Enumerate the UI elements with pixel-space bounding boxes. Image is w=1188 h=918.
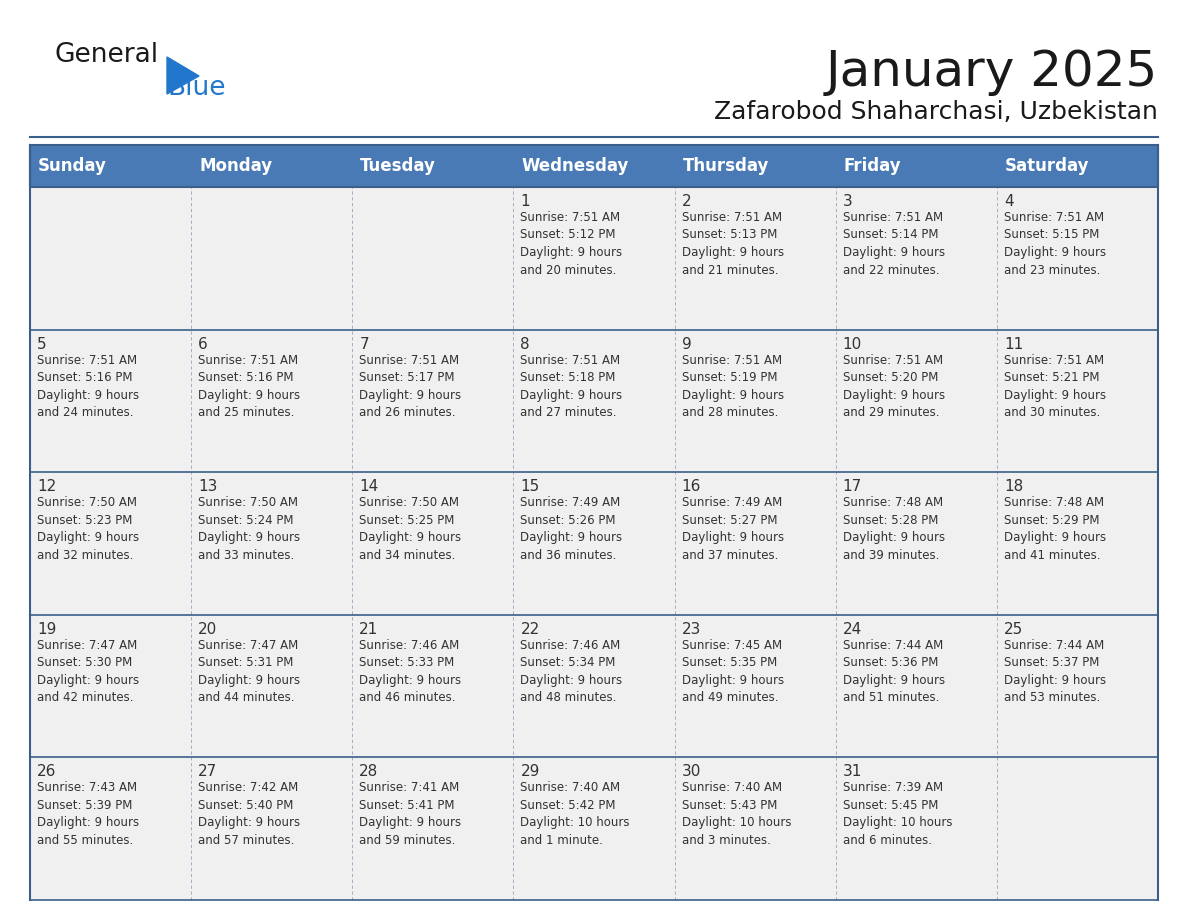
Text: Sunrise: 7:51 AM
Sunset: 5:17 PM
Daylight: 9 hours
and 26 minutes.: Sunrise: 7:51 AM Sunset: 5:17 PM Dayligh… <box>359 353 461 420</box>
Text: 1: 1 <box>520 194 530 209</box>
Bar <box>30 145 1158 187</box>
Text: 9: 9 <box>682 337 691 352</box>
Bar <box>30 472 1158 615</box>
Text: Sunrise: 7:47 AM
Sunset: 5:30 PM
Daylight: 9 hours
and 42 minutes.: Sunrise: 7:47 AM Sunset: 5:30 PM Dayligh… <box>37 639 139 704</box>
Text: Sunrise: 7:49 AM
Sunset: 5:27 PM
Daylight: 9 hours
and 37 minutes.: Sunrise: 7:49 AM Sunset: 5:27 PM Dayligh… <box>682 497 784 562</box>
Text: 18: 18 <box>1004 479 1023 494</box>
Text: Wednesday: Wednesday <box>522 157 628 175</box>
Text: Sunrise: 7:44 AM
Sunset: 5:37 PM
Daylight: 9 hours
and 53 minutes.: Sunrise: 7:44 AM Sunset: 5:37 PM Dayligh… <box>1004 639 1106 704</box>
Text: 3: 3 <box>842 194 853 209</box>
Text: Sunrise: 7:51 AM
Sunset: 5:18 PM
Daylight: 9 hours
and 27 minutes.: Sunrise: 7:51 AM Sunset: 5:18 PM Dayligh… <box>520 353 623 420</box>
Text: Sunrise: 7:51 AM
Sunset: 5:16 PM
Daylight: 9 hours
and 24 minutes.: Sunrise: 7:51 AM Sunset: 5:16 PM Dayligh… <box>37 353 139 420</box>
Text: 21: 21 <box>359 621 379 637</box>
Text: 2: 2 <box>682 194 691 209</box>
Text: Monday: Monday <box>200 157 272 175</box>
Polygon shape <box>168 57 200 94</box>
Text: 8: 8 <box>520 337 530 352</box>
Text: Sunrise: 7:45 AM
Sunset: 5:35 PM
Daylight: 9 hours
and 49 minutes.: Sunrise: 7:45 AM Sunset: 5:35 PM Dayligh… <box>682 639 784 704</box>
Text: Thursday: Thursday <box>683 157 769 175</box>
Text: 29: 29 <box>520 765 539 779</box>
Text: 17: 17 <box>842 479 862 494</box>
Text: Sunrise: 7:48 AM
Sunset: 5:28 PM
Daylight: 9 hours
and 39 minutes.: Sunrise: 7:48 AM Sunset: 5:28 PM Dayligh… <box>842 497 944 562</box>
Text: Sunrise: 7:50 AM
Sunset: 5:25 PM
Daylight: 9 hours
and 34 minutes.: Sunrise: 7:50 AM Sunset: 5:25 PM Dayligh… <box>359 497 461 562</box>
Text: 22: 22 <box>520 621 539 637</box>
Bar <box>30 757 1158 900</box>
Text: 19: 19 <box>37 621 56 637</box>
Text: 28: 28 <box>359 765 379 779</box>
Text: 26: 26 <box>37 765 56 779</box>
Text: 7: 7 <box>359 337 369 352</box>
Text: Tuesday: Tuesday <box>360 157 436 175</box>
Text: 31: 31 <box>842 765 862 779</box>
Text: Sunday: Sunday <box>38 157 107 175</box>
Text: Sunrise: 7:41 AM
Sunset: 5:41 PM
Daylight: 9 hours
and 59 minutes.: Sunrise: 7:41 AM Sunset: 5:41 PM Dayligh… <box>359 781 461 847</box>
Text: Sunrise: 7:42 AM
Sunset: 5:40 PM
Daylight: 9 hours
and 57 minutes.: Sunrise: 7:42 AM Sunset: 5:40 PM Dayligh… <box>198 781 301 847</box>
Text: 12: 12 <box>37 479 56 494</box>
Text: 5: 5 <box>37 337 46 352</box>
Text: January 2025: January 2025 <box>826 48 1158 96</box>
Text: Sunrise: 7:51 AM
Sunset: 5:12 PM
Daylight: 9 hours
and 20 minutes.: Sunrise: 7:51 AM Sunset: 5:12 PM Dayligh… <box>520 211 623 276</box>
Text: Sunrise: 7:40 AM
Sunset: 5:43 PM
Daylight: 10 hours
and 3 minutes.: Sunrise: 7:40 AM Sunset: 5:43 PM Dayligh… <box>682 781 791 847</box>
Text: Sunrise: 7:51 AM
Sunset: 5:14 PM
Daylight: 9 hours
and 22 minutes.: Sunrise: 7:51 AM Sunset: 5:14 PM Dayligh… <box>842 211 944 276</box>
Text: 10: 10 <box>842 337 862 352</box>
Text: Sunrise: 7:46 AM
Sunset: 5:33 PM
Daylight: 9 hours
and 46 minutes.: Sunrise: 7:46 AM Sunset: 5:33 PM Dayligh… <box>359 639 461 704</box>
Bar <box>30 187 1158 330</box>
Text: General: General <box>55 42 159 68</box>
Text: Sunrise: 7:50 AM
Sunset: 5:24 PM
Daylight: 9 hours
and 33 minutes.: Sunrise: 7:50 AM Sunset: 5:24 PM Dayligh… <box>198 497 301 562</box>
Text: 25: 25 <box>1004 621 1023 637</box>
Text: 24: 24 <box>842 621 862 637</box>
Text: 16: 16 <box>682 479 701 494</box>
Text: 13: 13 <box>198 479 217 494</box>
Text: Sunrise: 7:44 AM
Sunset: 5:36 PM
Daylight: 9 hours
and 51 minutes.: Sunrise: 7:44 AM Sunset: 5:36 PM Dayligh… <box>842 639 944 704</box>
Text: 23: 23 <box>682 621 701 637</box>
Text: Sunrise: 7:51 AM
Sunset: 5:16 PM
Daylight: 9 hours
and 25 minutes.: Sunrise: 7:51 AM Sunset: 5:16 PM Dayligh… <box>198 353 301 420</box>
Text: Zafarobod Shaharchasi, Uzbekistan: Zafarobod Shaharchasi, Uzbekistan <box>714 100 1158 124</box>
Text: Blue: Blue <box>168 75 226 101</box>
Text: Saturday: Saturday <box>1005 157 1089 175</box>
Bar <box>30 615 1158 757</box>
Text: Sunrise: 7:40 AM
Sunset: 5:42 PM
Daylight: 10 hours
and 1 minute.: Sunrise: 7:40 AM Sunset: 5:42 PM Dayligh… <box>520 781 630 847</box>
Text: 30: 30 <box>682 765 701 779</box>
Text: 4: 4 <box>1004 194 1013 209</box>
Text: Sunrise: 7:49 AM
Sunset: 5:26 PM
Daylight: 9 hours
and 36 minutes.: Sunrise: 7:49 AM Sunset: 5:26 PM Dayligh… <box>520 497 623 562</box>
Text: 27: 27 <box>198 765 217 779</box>
Text: Sunrise: 7:50 AM
Sunset: 5:23 PM
Daylight: 9 hours
and 32 minutes.: Sunrise: 7:50 AM Sunset: 5:23 PM Dayligh… <box>37 497 139 562</box>
Text: Sunrise: 7:48 AM
Sunset: 5:29 PM
Daylight: 9 hours
and 41 minutes.: Sunrise: 7:48 AM Sunset: 5:29 PM Dayligh… <box>1004 497 1106 562</box>
Text: 20: 20 <box>198 621 217 637</box>
Text: 15: 15 <box>520 479 539 494</box>
Text: Sunrise: 7:51 AM
Sunset: 5:20 PM
Daylight: 9 hours
and 29 minutes.: Sunrise: 7:51 AM Sunset: 5:20 PM Dayligh… <box>842 353 944 420</box>
Text: Sunrise: 7:51 AM
Sunset: 5:19 PM
Daylight: 9 hours
and 28 minutes.: Sunrise: 7:51 AM Sunset: 5:19 PM Dayligh… <box>682 353 784 420</box>
Text: Sunrise: 7:43 AM
Sunset: 5:39 PM
Daylight: 9 hours
and 55 minutes.: Sunrise: 7:43 AM Sunset: 5:39 PM Dayligh… <box>37 781 139 847</box>
Text: Sunrise: 7:47 AM
Sunset: 5:31 PM
Daylight: 9 hours
and 44 minutes.: Sunrise: 7:47 AM Sunset: 5:31 PM Dayligh… <box>198 639 301 704</box>
Text: Sunrise: 7:46 AM
Sunset: 5:34 PM
Daylight: 9 hours
and 48 minutes.: Sunrise: 7:46 AM Sunset: 5:34 PM Dayligh… <box>520 639 623 704</box>
Text: 11: 11 <box>1004 337 1023 352</box>
Text: Friday: Friday <box>843 157 902 175</box>
Bar <box>30 330 1158 472</box>
Text: 14: 14 <box>359 479 379 494</box>
Text: Sunrise: 7:51 AM
Sunset: 5:15 PM
Daylight: 9 hours
and 23 minutes.: Sunrise: 7:51 AM Sunset: 5:15 PM Dayligh… <box>1004 211 1106 276</box>
Text: Sunrise: 7:39 AM
Sunset: 5:45 PM
Daylight: 10 hours
and 6 minutes.: Sunrise: 7:39 AM Sunset: 5:45 PM Dayligh… <box>842 781 953 847</box>
Text: Sunrise: 7:51 AM
Sunset: 5:21 PM
Daylight: 9 hours
and 30 minutes.: Sunrise: 7:51 AM Sunset: 5:21 PM Dayligh… <box>1004 353 1106 420</box>
Text: Sunrise: 7:51 AM
Sunset: 5:13 PM
Daylight: 9 hours
and 21 minutes.: Sunrise: 7:51 AM Sunset: 5:13 PM Dayligh… <box>682 211 784 276</box>
Text: 6: 6 <box>198 337 208 352</box>
Bar <box>30 145 1158 187</box>
